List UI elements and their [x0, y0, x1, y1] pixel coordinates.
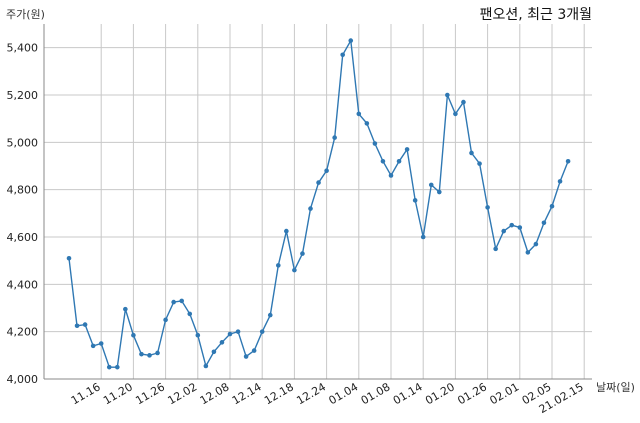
data-point	[155, 350, 160, 356]
data-point	[203, 363, 209, 369]
data-point	[469, 150, 474, 156]
y-tick-label: 4,000	[7, 373, 39, 386]
data-point	[90, 343, 96, 349]
y-tick-label: 5,400	[7, 42, 39, 55]
data-point	[106, 364, 112, 370]
data-point	[485, 205, 490, 210]
data-point	[356, 111, 362, 117]
data-point	[292, 267, 297, 273]
data-point	[396, 158, 402, 164]
series-line	[68, 38, 569, 368]
data-point	[517, 225, 523, 230]
data-point	[428, 182, 434, 188]
data-point	[179, 298, 184, 304]
data-point	[308, 206, 313, 211]
data-point	[565, 158, 571, 164]
x-tick-label: 02.01	[488, 380, 522, 407]
x-tick-label: 01.04	[327, 380, 361, 407]
data-point	[227, 331, 233, 337]
y-tick-label: 4,200	[7, 326, 39, 339]
data-point	[267, 312, 273, 318]
x-tick-label: 11.16	[69, 380, 103, 407]
x-tick-label: 12.08	[198, 380, 232, 407]
x-tick-label: 01.14	[391, 380, 425, 407]
data-point	[404, 147, 410, 152]
x-tick-label: 12.18	[262, 380, 296, 407]
x-tick-label: 11.20	[101, 380, 135, 407]
data-point	[324, 168, 329, 174]
data-point	[131, 332, 136, 338]
data-point	[541, 220, 547, 226]
data-point	[445, 92, 450, 98]
chart-title: 팬오션, 최근 3개월	[479, 7, 592, 23]
x-tick-label: 12.14	[230, 380, 264, 407]
data-point	[284, 228, 289, 234]
data-point	[74, 323, 80, 329]
y-tick-label: 4,800	[7, 184, 39, 197]
data-point	[243, 354, 249, 359]
data-point	[453, 111, 458, 117]
data-point	[300, 251, 305, 256]
x-axis-label: 날짜(일)	[596, 381, 635, 394]
data-point	[420, 234, 426, 240]
y-tick-label: 5,000	[7, 136, 39, 149]
data-point	[501, 228, 507, 234]
data-point	[364, 121, 370, 126]
y-tick-label: 4,400	[7, 278, 39, 291]
data-point	[549, 203, 555, 209]
data-point	[147, 353, 152, 358]
data-point	[388, 173, 394, 178]
data-point	[251, 348, 257, 353]
data-point	[332, 135, 337, 140]
x-tick-label: 01.26	[455, 380, 489, 407]
data-point	[123, 306, 128, 312]
data-point	[340, 52, 346, 58]
data-point	[98, 341, 104, 346]
y-tick-label: 4,600	[7, 231, 39, 244]
data-point	[235, 329, 241, 334]
data-point	[412, 198, 418, 203]
y-tick-label: 5,200	[7, 89, 39, 102]
data-point	[461, 99, 466, 105]
data-point	[437, 189, 442, 195]
data-point	[171, 299, 176, 305]
data-point	[82, 322, 88, 327]
data-point	[493, 246, 498, 252]
data-point	[139, 351, 144, 357]
data-point	[219, 340, 225, 345]
data-point	[477, 161, 482, 166]
data-point	[66, 255, 72, 261]
x-tick-label: 01.20	[423, 380, 457, 407]
data-point	[187, 311, 193, 317]
data-point	[380, 158, 386, 164]
data-point	[557, 179, 563, 184]
data-point	[163, 317, 168, 323]
data-point	[372, 141, 378, 146]
data-point	[509, 222, 515, 228]
data-point	[259, 329, 265, 334]
data-point	[276, 263, 281, 268]
data-point	[195, 332, 201, 338]
y-axis-label: 주가(원)	[6, 8, 45, 21]
x-tick-label: 11.26	[133, 380, 167, 407]
data-point	[115, 364, 120, 370]
data-point	[533, 241, 539, 247]
data-point	[316, 180, 321, 185]
data-point	[525, 250, 531, 255]
data-point	[348, 38, 354, 43]
data-point	[211, 349, 217, 355]
x-tick-label: 01.08	[359, 380, 393, 407]
x-tick-label: 12.02	[166, 380, 200, 407]
x-tick-label: 12.24	[294, 380, 328, 407]
